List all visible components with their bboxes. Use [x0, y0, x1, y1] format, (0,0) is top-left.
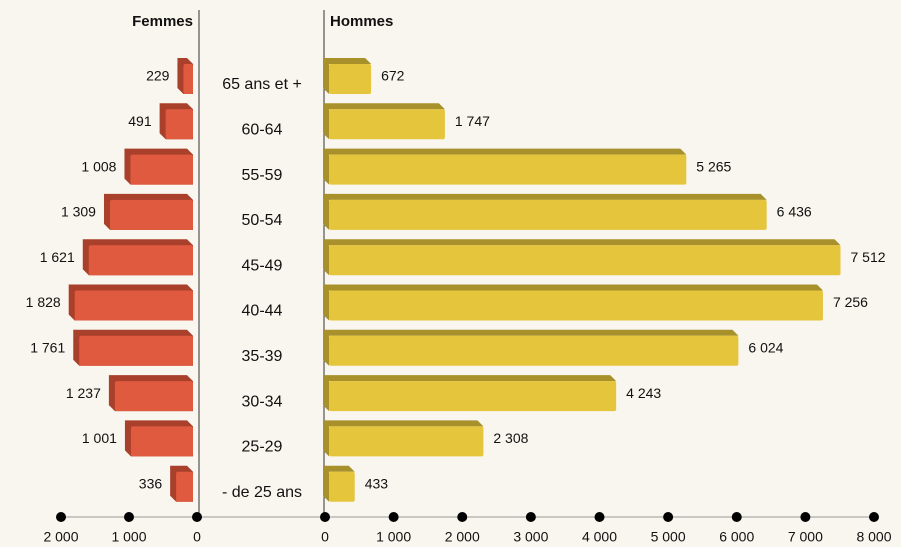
category-label: 45-49 [242, 257, 283, 274]
value-label: 1 001 [82, 430, 117, 446]
category-label: 55-59 [242, 167, 283, 184]
bar [329, 381, 617, 412]
tick-mark [388, 512, 399, 522]
value-label: 7 256 [833, 294, 868, 310]
bar [329, 199, 767, 230]
value-label: 433 [365, 475, 389, 491]
bar [329, 335, 739, 366]
bar-side [323, 148, 687, 185]
value-label: 491 [128, 113, 152, 129]
bar [114, 381, 193, 412]
value-label: 1 747 [455, 113, 490, 129]
bar [88, 245, 193, 276]
category-label: 25-29 [242, 439, 283, 456]
bar-side [323, 284, 823, 321]
bar-side [323, 58, 372, 94]
bar-side [323, 375, 617, 412]
x-tick-label: 0 [321, 529, 329, 545]
bar [183, 64, 193, 94]
value-label: 1 828 [26, 294, 61, 310]
category-label: 60-64 [242, 122, 283, 139]
value-label: 7 512 [851, 249, 886, 265]
bar [329, 109, 445, 140]
bar-side [323, 103, 445, 140]
category-label: 35-39 [242, 348, 283, 365]
bar-side [323, 465, 355, 502]
x-tick-label: 4 000 [582, 529, 617, 545]
bar [109, 199, 193, 230]
value-label: 1 237 [66, 385, 101, 401]
tick-mark [320, 512, 330, 522]
x-tick-label: 8 000 [856, 529, 891, 545]
tick-mark [663, 512, 674, 522]
category-label: 30-34 [242, 393, 283, 410]
value-label: 2 308 [493, 430, 528, 446]
x-tick-label: 5 000 [651, 529, 686, 545]
value-label: 1 621 [40, 249, 75, 265]
x-tick-label: 0 [193, 529, 201, 545]
bar [329, 154, 687, 185]
bar [329, 290, 823, 321]
series-title: Hommes [330, 13, 393, 30]
value-label: 6 436 [777, 204, 812, 220]
value-label: 229 [146, 68, 170, 84]
tick-mark [457, 512, 468, 522]
tick-mark [594, 512, 605, 522]
category-label: - de 25 ans [222, 484, 302, 501]
value-label: 1 008 [81, 158, 116, 174]
x-tick-label: 3 000 [513, 529, 548, 545]
tick-mark [869, 512, 879, 522]
tick-mark [192, 512, 202, 522]
bar-side [323, 193, 767, 230]
value-label: 336 [139, 475, 163, 491]
tick-mark [800, 512, 811, 522]
tick-mark [525, 512, 536, 522]
tick-mark [731, 512, 742, 522]
category-label: 65 ans et + [222, 76, 302, 93]
series-title: Femmes [132, 13, 193, 30]
bar-side [323, 420, 484, 457]
tick-mark [56, 512, 66, 522]
x-tick-label: 7 000 [788, 529, 823, 545]
value-label: 1 761 [30, 340, 65, 356]
bar-side [323, 239, 841, 276]
tick-mark [124, 512, 134, 522]
bar [74, 290, 193, 321]
value-label: 5 265 [696, 158, 731, 174]
bar [79, 335, 193, 366]
bar [329, 471, 355, 502]
value-label: 6 024 [748, 340, 783, 356]
bar [329, 64, 372, 94]
x-tick-label: 6 000 [719, 529, 754, 545]
value-label: 4 243 [626, 385, 661, 401]
value-label: 672 [381, 68, 405, 84]
x-tick-label: 1 000 [111, 529, 146, 545]
category-label: 50-54 [242, 212, 283, 229]
bar-side [323, 329, 739, 366]
value-label: 1 309 [61, 204, 96, 220]
bar [176, 471, 193, 502]
x-tick-label: 2 000 [445, 529, 480, 545]
category-label: 40-44 [242, 303, 283, 320]
bar [130, 426, 193, 457]
bar [130, 154, 193, 185]
x-tick-label: 1 000 [376, 529, 411, 545]
bar [329, 245, 841, 276]
bar [165, 109, 193, 140]
x-tick-label: 2 000 [43, 529, 78, 545]
bar [329, 426, 484, 457]
